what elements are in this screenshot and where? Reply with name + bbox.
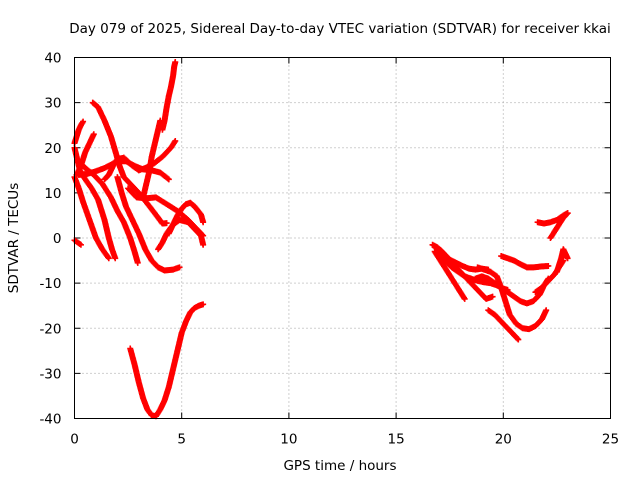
data-point — [80, 118, 87, 125]
data-point — [164, 175, 171, 182]
data-point — [176, 264, 183, 271]
x-tick-label: 10 — [280, 432, 297, 448]
data-point — [515, 336, 522, 343]
plot-frame — [74, 57, 611, 419]
y-tick-label: 10 — [44, 186, 61, 202]
y-tick-label: -40 — [39, 412, 61, 428]
data-point — [134, 259, 141, 266]
x-tick-label: 15 — [388, 432, 405, 448]
series-arc-14 — [165, 199, 207, 237]
x-tick-label: 20 — [495, 432, 512, 448]
series-arc-27 — [547, 210, 571, 241]
data-point — [545, 262, 552, 269]
series-arc-18 — [431, 248, 468, 302]
x-tick-label: 5 — [177, 432, 186, 448]
data-point — [105, 255, 112, 262]
data-point — [200, 301, 207, 308]
data-point — [563, 211, 570, 218]
data-point — [112, 255, 119, 262]
series-arc-23 — [485, 307, 522, 343]
data-point — [489, 293, 496, 300]
series-arc-1 — [71, 237, 84, 248]
data-point — [172, 59, 179, 66]
data-point — [200, 241, 207, 248]
y-tick-label: 20 — [44, 141, 61, 157]
series-arc-12 — [140, 117, 164, 201]
data-point — [90, 131, 97, 138]
data-point — [163, 220, 170, 227]
y-tick-label: -20 — [39, 321, 61, 337]
data-point — [172, 137, 179, 144]
x-tick-label: 25 — [602, 432, 619, 448]
series-arc-15 — [159, 59, 179, 133]
series-arc-10 — [114, 174, 183, 274]
data-point — [165, 176, 172, 183]
series-arc-9 — [101, 137, 179, 183]
data-point — [200, 219, 207, 226]
y-tick-label: 40 — [44, 51, 61, 67]
x-tick-label: 0 — [70, 432, 79, 448]
y-axis-label: SDTVAR / TECUs — [6, 183, 22, 293]
series-arc-4 — [73, 131, 97, 178]
data-point — [564, 210, 571, 217]
series-arc-16 — [127, 301, 207, 420]
x-axis-label: GPS time / hours — [283, 458, 396, 474]
chart-title: Day 079 of 2025, Sidereal Day-to-day VTE… — [69, 21, 611, 37]
y-tick-label: 0 — [53, 231, 62, 247]
series-arc-28 — [553, 246, 571, 275]
grid — [74, 57, 611, 419]
data-point — [105, 254, 111, 261]
series-arc-7 — [75, 158, 141, 266]
series-arc-22 — [474, 264, 550, 333]
data-point — [543, 307, 550, 314]
data-point — [461, 295, 468, 302]
data-marks — [71, 59, 571, 420]
data-point — [564, 255, 571, 262]
series-arc-20 — [435, 252, 511, 293]
y-tick-label: 30 — [44, 96, 61, 112]
y-tick-label: -30 — [39, 366, 61, 382]
y-tick-label: -10 — [39, 276, 61, 292]
series-arc-24 — [498, 253, 552, 271]
axis-ticks: 0 5 10 15 20 25 -40 -30 -20 -10 0 10 20 30 40 — [39, 51, 619, 448]
data-point — [77, 241, 84, 248]
data-point — [514, 335, 521, 342]
